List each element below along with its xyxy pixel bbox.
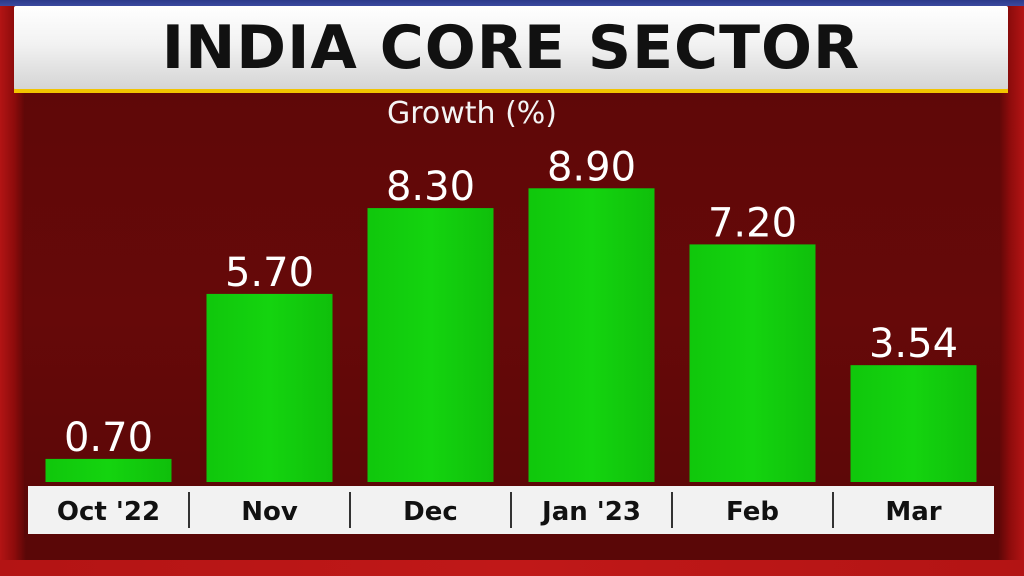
data-label-3: 8.90 — [547, 144, 636, 190]
category-label-5: Mar — [885, 497, 941, 527]
data-label-0: 0.70 — [64, 415, 153, 461]
top-accent-strip — [0, 0, 1024, 6]
category-label-2: Dec — [403, 497, 458, 527]
chart-title: INDIA CORE SECTOR — [161, 13, 861, 83]
chart-panel — [24, 93, 1000, 538]
bar-0 — [45, 458, 172, 482]
data-label-1: 5.70 — [225, 250, 314, 296]
category-label-3: Jan '23 — [540, 497, 641, 527]
title-bar: INDIA CORE SECTOR — [14, 6, 1008, 90]
data-label-5: 3.54 — [869, 321, 958, 367]
bar-3 — [528, 188, 655, 483]
chart-subtitle: Growth (%) — [386, 96, 558, 131]
bar-1 — [206, 293, 333, 482]
title-underline — [14, 89, 1008, 93]
bar-5 — [850, 365, 977, 482]
bar-4 — [689, 244, 816, 482]
bottom-accent-strip — [0, 560, 1024, 576]
data-label-2: 8.30 — [386, 164, 475, 210]
data-label-4: 7.20 — [708, 200, 797, 246]
category-label-0: Oct '22 — [57, 497, 160, 527]
category-label-1: Nov — [241, 497, 298, 527]
category-label-4: Feb — [726, 497, 779, 527]
bar-2 — [367, 208, 494, 482]
